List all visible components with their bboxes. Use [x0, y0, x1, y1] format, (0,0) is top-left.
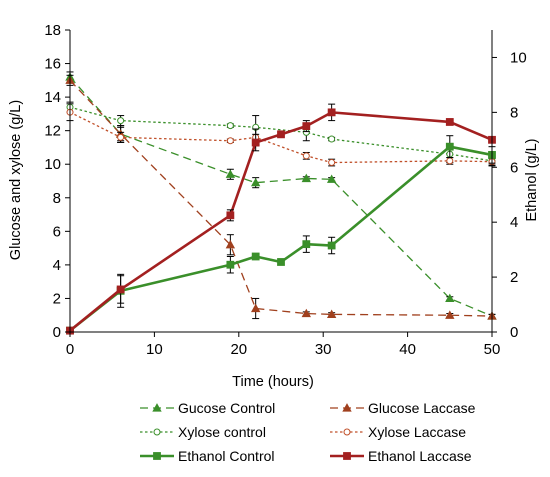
data-point — [301, 308, 311, 318]
legend-label: Ethanol Laccase — [368, 448, 472, 464]
y-right-tick-label: 2 — [510, 269, 518, 286]
y-left-tick-label: 4 — [53, 257, 61, 274]
legend-label: Xylose control — [178, 424, 266, 440]
data-point — [251, 177, 261, 187]
data-point — [117, 117, 125, 125]
data-point — [251, 303, 261, 313]
data-point — [445, 293, 455, 303]
data-point — [225, 239, 236, 249]
series-line-xylose-laccase — [69, 111, 493, 164]
y-right-tick-label: 10 — [510, 49, 527, 66]
data-point — [226, 260, 235, 269]
series-line-xylose-control — [69, 106, 493, 162]
plot-area — [65, 71, 497, 335]
x-tick-label: 10 — [146, 341, 163, 358]
legend-item-xylose-control: Xylose control — [140, 424, 266, 440]
legend-item-glucose-laccase: Glucose Laccase — [330, 400, 476, 416]
data-point — [226, 137, 234, 145]
data-point — [328, 159, 336, 167]
data-point — [117, 133, 125, 141]
data-point — [226, 122, 234, 130]
legend: Gucose Control Glucose Laccase Xylose cont… — [140, 400, 476, 464]
x-tick-label: 20 — [230, 341, 247, 358]
data-point — [302, 152, 310, 160]
legend-item-gucose-control: Gucose Control — [140, 400, 275, 416]
legend-label: Gucose Control — [178, 400, 275, 416]
x-tick-label: 40 — [399, 341, 416, 358]
y-axis-right-title: Ethanol (g/L) — [524, 138, 540, 221]
y-right-tick-label: 6 — [510, 159, 518, 176]
legend-swatch-marker — [153, 452, 161, 460]
data-point — [326, 174, 337, 183]
y-left-tick-label: 0 — [53, 324, 61, 341]
legend-swatch-marker — [343, 428, 351, 436]
x-axis-title: Time (hours) — [232, 374, 314, 390]
data-point — [226, 211, 235, 220]
data-point — [302, 240, 311, 249]
data-point — [327, 241, 336, 250]
series-line-ethanol-control — [69, 145, 493, 332]
data-point — [445, 118, 454, 126]
series-line-glucose-laccase — [69, 79, 493, 317]
data-point — [225, 169, 236, 178]
data-point — [251, 138, 260, 147]
y-left-tick-label: 6 — [53, 223, 61, 240]
legend-label: Xylose Laccase — [368, 424, 466, 440]
y-right-tick-label: 4 — [510, 214, 518, 231]
y-left-tick-label: 16 — [44, 56, 61, 73]
y-axis-left-title: Glucose and xylose (g/L) — [8, 100, 24, 260]
legend-swatch-marker — [343, 452, 351, 460]
y-left-tick-label: 12 — [44, 123, 61, 140]
legend-label: Ethanol Control — [178, 448, 275, 464]
legend-swatch-marker — [342, 403, 352, 412]
y-right-tick-label: 8 — [510, 104, 518, 121]
y-left-tick-label: 10 — [44, 156, 61, 173]
series-line-gucose-control — [69, 76, 493, 317]
legend-item-ethanol-laccase: Ethanol Laccase — [330, 448, 472, 464]
x-tick-label: 0 — [66, 341, 74, 358]
data-point — [327, 108, 336, 117]
data-point — [445, 142, 454, 151]
y-left-tick-label: 14 — [44, 89, 61, 106]
y-left-tick-label: 2 — [53, 290, 61, 307]
y-left-tick-label: 8 — [53, 190, 61, 207]
y-left-tick-label: 18 — [44, 22, 61, 39]
series-line-ethanol-laccase — [69, 111, 493, 332]
data-point — [326, 309, 337, 318]
data-point — [116, 285, 125, 294]
y-right-tick-label: 0 — [510, 324, 518, 341]
series-ethanol-control — [66, 135, 496, 335]
legend-item-xylose-laccase: Xylose Laccase — [330, 424, 466, 440]
legend-swatch-marker — [152, 403, 162, 412]
data-point — [251, 252, 260, 261]
data-point — [302, 122, 311, 130]
data-point — [446, 157, 454, 165]
legend-swatch-marker — [153, 428, 161, 436]
x-tick-label: 50 — [484, 341, 501, 358]
data-point — [445, 310, 455, 319]
legend-item-ethanol-control: Ethanol Control — [140, 448, 275, 464]
data-point — [277, 130, 285, 139]
legend-label: Glucose Laccase — [368, 400, 476, 416]
data-point — [301, 173, 311, 183]
series-ethanol-laccase — [66, 103, 496, 335]
data-point — [328, 135, 336, 143]
data-point — [277, 258, 285, 266]
x-tick-label: 30 — [315, 341, 332, 358]
